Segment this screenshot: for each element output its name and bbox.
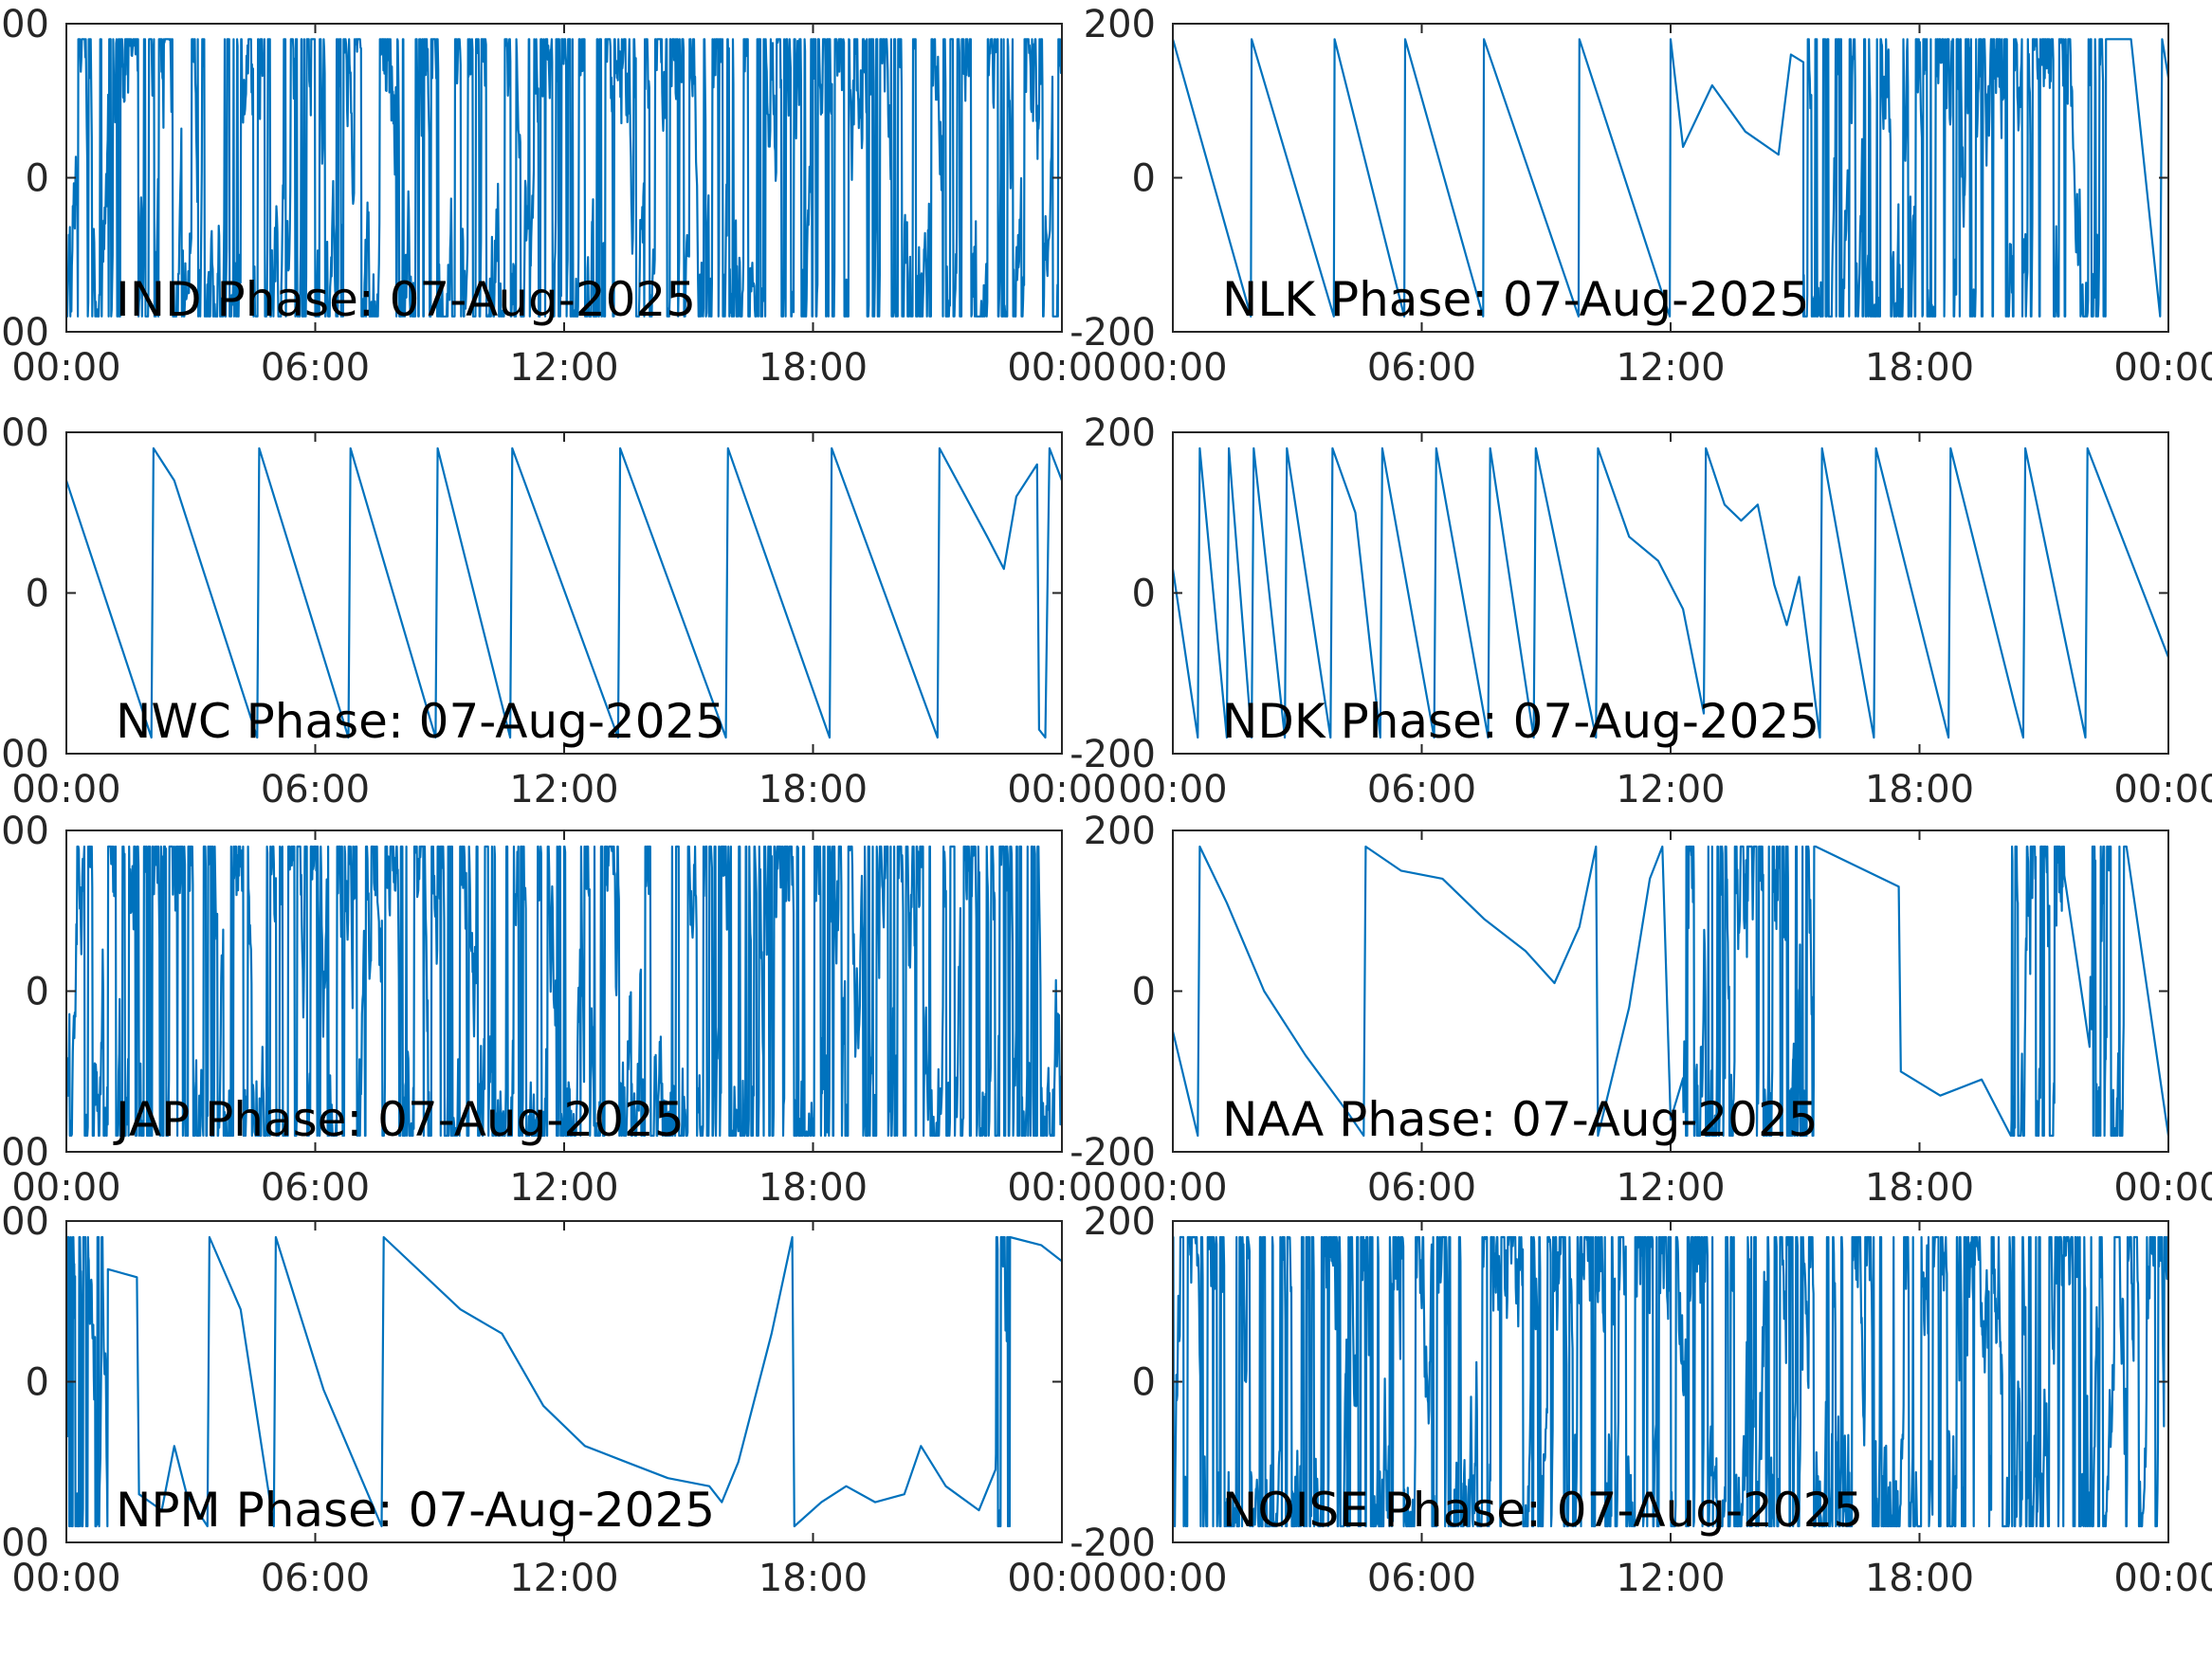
x-tick-label: 00:00: [2113, 768, 2212, 811]
x-tick-label: 12:00: [1616, 346, 1725, 390]
x-tick-label: 00:00: [11, 1166, 120, 1210]
x-tick-label: 18:00: [759, 1557, 868, 1600]
x-tick-label: 12:00: [1616, 1557, 1725, 1600]
y-tick-label: 200: [0, 810, 49, 853]
x-tick-label: 00:00: [1118, 1166, 1227, 1210]
x-tick-label: 00:00: [1007, 1166, 1116, 1210]
x-tick-label: 18:00: [1865, 346, 1974, 390]
y-tick-label: 200: [1084, 411, 1156, 455]
x-tick-label: 12:00: [1616, 768, 1725, 811]
panel-title: NLK Phase: 07-Aug-2025: [1222, 272, 1809, 327]
x-tick-label: 06:00: [1367, 346, 1476, 390]
y-tick-label: -200: [0, 311, 49, 355]
x-tick-label: 00:00: [11, 1557, 120, 1600]
phase-trace: [66, 845, 1062, 1138]
y-tick-label: 0: [26, 971, 49, 1014]
x-tick-label: 18:00: [1865, 768, 1974, 811]
x-tick-label: 00:00: [1118, 346, 1227, 390]
y-tick-label: 200: [1084, 1200, 1156, 1244]
x-tick-label: 00:00: [1118, 768, 1227, 811]
y-tick-label: 0: [1132, 971, 1156, 1014]
x-tick-label: 12:00: [509, 346, 618, 390]
x-tick-label: 06:00: [1367, 768, 1476, 811]
x-tick-label: 00:00: [2113, 1557, 2212, 1600]
x-tick-label: 00:00: [1007, 768, 1116, 811]
x-tick-label: 18:00: [1865, 1557, 1974, 1600]
y-tick-label: -200: [0, 1131, 49, 1175]
x-tick-label: 00:00: [2113, 1166, 2212, 1210]
y-tick-label: 0: [26, 1361, 49, 1405]
phase-trace: [1173, 38, 2168, 318]
x-tick-label: 18:00: [759, 1166, 868, 1210]
x-tick-label: 06:00: [261, 768, 370, 811]
panel-title: NOISE Phase: 07-Aug-2025: [1222, 1483, 1863, 1538]
y-tick-label: 200: [0, 1200, 49, 1244]
phase-trace: [1173, 845, 2168, 1138]
x-tick-label: 06:00: [261, 346, 370, 390]
y-tick-label: 0: [1132, 1361, 1156, 1405]
panel-title: NPM Phase: 07-Aug-2025: [116, 1483, 715, 1538]
x-tick-label: 12:00: [1616, 1166, 1725, 1210]
panel-title: NWC Phase: 07-Aug-2025: [116, 694, 725, 749]
y-tick-label: 0: [1132, 573, 1156, 616]
phase-trace: [1173, 447, 2168, 739]
y-tick-label: 200: [1084, 810, 1156, 853]
y-tick-label: 0: [26, 157, 49, 201]
phase-trace: [66, 1235, 1062, 1528]
panel-title: NDK Phase: 07-Aug-2025: [1222, 694, 1819, 749]
phase-trace: [66, 38, 1062, 318]
y-tick-label: 0: [1132, 157, 1156, 201]
x-tick-label: 06:00: [261, 1557, 370, 1600]
panel-title: NAA Phase: 07-Aug-2025: [1222, 1092, 1819, 1147]
x-tick-label: 18:00: [759, 768, 868, 811]
y-tick-label: -200: [1069, 733, 1156, 776]
y-tick-label: -200: [1069, 311, 1156, 355]
x-tick-label: 06:00: [1367, 1557, 1476, 1600]
x-tick-label: 06:00: [261, 1166, 370, 1210]
x-tick-label: 06:00: [1367, 1166, 1476, 1210]
x-tick-label: 00:00: [1007, 346, 1116, 390]
y-tick-label: -200: [1069, 1522, 1156, 1565]
x-tick-label: 00:00: [11, 768, 120, 811]
x-tick-label: 18:00: [1865, 1166, 1974, 1210]
x-tick-label: 18:00: [759, 346, 868, 390]
y-tick-label: -200: [0, 733, 49, 776]
panel-title: JAP Phase: 07-Aug-2025: [113, 1092, 685, 1147]
x-tick-label: 12:00: [509, 768, 618, 811]
x-tick-label: 12:00: [509, 1166, 618, 1210]
y-tick-label: -200: [0, 1522, 49, 1565]
panel-title: IND Phase: 07-Aug-2025: [116, 272, 696, 327]
x-tick-label: 00:00: [2113, 346, 2212, 390]
phase-trace: [66, 447, 1062, 739]
y-tick-label: 200: [0, 3, 49, 46]
x-tick-label: 12:00: [509, 1557, 618, 1600]
y-tick-label: 0: [26, 573, 49, 616]
phase-trace: [1173, 1235, 2168, 1528]
x-tick-label: 00:00: [1007, 1557, 1116, 1600]
x-tick-label: 00:00: [11, 346, 120, 390]
y-tick-label: 200: [0, 411, 49, 455]
y-tick-label: -200: [1069, 1131, 1156, 1175]
y-tick-label: 200: [1084, 3, 1156, 46]
x-tick-label: 00:00: [1118, 1557, 1227, 1600]
